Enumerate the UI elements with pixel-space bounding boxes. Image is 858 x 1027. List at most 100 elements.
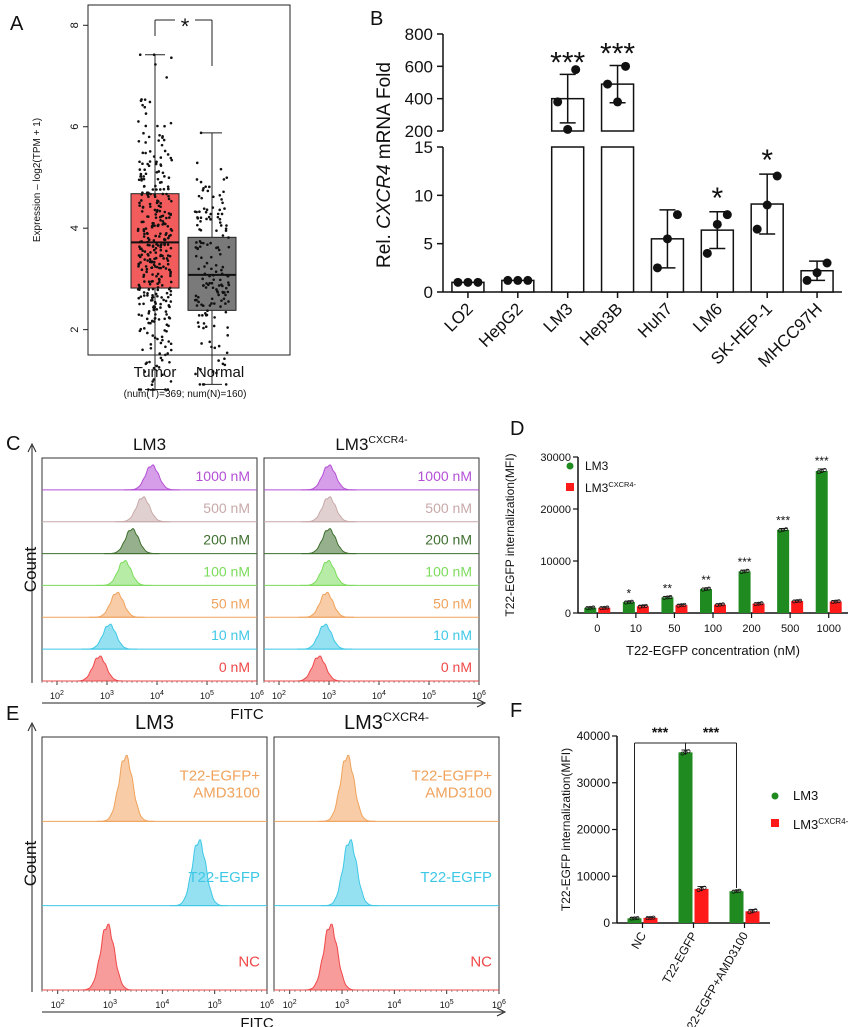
panel-f-ylabel: T22-EGFP internalization(MFI) (559, 748, 573, 911)
panel-a-ylabel: Expression – log2(TPM + 1) (32, 118, 43, 242)
panel-b-sig: * (761, 144, 773, 177)
panel-d-xlabel: 0 (594, 623, 600, 635)
panel-d-ylabel: T22-EGFP internalization(MFI) (503, 453, 517, 616)
panel-d-point (629, 599, 634, 604)
panel-b-point (822, 258, 832, 268)
panel-d-point (668, 595, 673, 599)
panel-e-plot-title-1: LM3CXCR4- (344, 710, 429, 734)
panel-d-bar (777, 529, 790, 613)
panel-d-bar (815, 471, 828, 613)
panel-f-xlabel: NC (628, 929, 649, 951)
panel-e-xtick-label: 102 (283, 999, 297, 1010)
panel-c-track-label: 0 nM (441, 659, 472, 675)
panel-d-legend-marker-lm3 (566, 462, 574, 470)
panel-f-ytick-label: 30000 (577, 776, 611, 790)
panel-b-point (513, 275, 523, 285)
panel-b-xlabel: Huh7 (634, 299, 676, 341)
panel-label-a: A (10, 13, 24, 35)
panel-d-bar (829, 601, 842, 613)
panel-b-point (672, 210, 682, 220)
panel-c-xtick-label: 102 (272, 690, 286, 701)
panel-b-point (621, 61, 631, 71)
panel-c-track-label: 500 nM (203, 500, 250, 516)
panel-c-plot-frame-1 (263, 457, 480, 682)
panel-d-xlabel: 500 (781, 623, 799, 635)
panel-c-histogram (301, 528, 357, 555)
panel-a-ytick-label: 4 (69, 225, 81, 231)
panel-e-xtick-label: 104 (155, 999, 169, 1010)
panel-c-track-label: 50 nM (433, 595, 472, 611)
panel-e-xtick-label: 106 (492, 999, 506, 1010)
panel-d-sig: ** (701, 573, 711, 587)
panel-c-track-label: 10 nM (211, 627, 250, 643)
panel-b-point (702, 248, 712, 258)
panel-f-sig: *** (703, 724, 720, 740)
panel-f-ytick-label: 20000 (577, 823, 611, 837)
panel-a-ytick-label: 8 (69, 22, 81, 28)
panel-d-bar (752, 603, 765, 613)
panel-c-xtick-label: 106 (250, 690, 264, 701)
panel-b-bar-hep3b-lower (600, 146, 635, 293)
panel-a-sig-star: * (181, 14, 190, 39)
panel-label-d: D (510, 418, 524, 440)
panel-a-frame (87, 4, 291, 356)
panel-f-bar (745, 911, 760, 923)
panel-e-xtick-label: 103 (103, 999, 117, 1010)
panel-b-point (662, 234, 672, 244)
panel-d-point (745, 568, 750, 573)
panel-e-ylabel: Count (21, 841, 40, 887)
panel-a-points-normal (193, 131, 231, 386)
panel-b-point (712, 219, 722, 229)
panel-d-xlabel: 10 (630, 623, 642, 635)
panel-c-histogram (301, 464, 357, 491)
panel-c-histogram (96, 560, 153, 586)
panel-e-histogram (96, 755, 155, 822)
panel-b-ytick-label: 10 (414, 186, 433, 205)
panel-e-xtick-label: 102 (51, 999, 65, 1010)
panel-c-histogram (71, 655, 128, 682)
panel-c-x-arrowhead (476, 698, 487, 708)
panel-c-histogram (298, 591, 355, 618)
panel-e-xtick-label: 104 (387, 999, 401, 1010)
panel-d-point (822, 468, 827, 472)
panel-d-sig: * (627, 586, 632, 600)
panel-e-track-label: NC (238, 953, 260, 970)
panel-c-xtick-label: 105 (422, 690, 436, 701)
panel-b-point (652, 263, 662, 273)
panel-d-ytick-label: 0 (565, 608, 571, 620)
panel-d-bar (738, 571, 751, 613)
panel-a-xlabel-normal: Normal (196, 364, 244, 381)
panel-c-track-label: 10 nM (433, 627, 472, 643)
panel-c-histogram (124, 464, 180, 491)
panel-c-histogram (89, 591, 145, 618)
panel-d-xlabel: 200 (742, 623, 760, 635)
panel-f-xlabel: T22-EGFP (659, 930, 700, 987)
panel-b-point (613, 97, 623, 107)
panel-f-bar (643, 917, 658, 923)
panel-c-track-label: 200 nM (203, 532, 250, 548)
panel-d-xlabel: 50 (668, 623, 680, 635)
panel-c-plot-title-1: LM3CXCR4- (335, 434, 408, 454)
panel-d-point (784, 527, 789, 532)
panel-b-ytick-label: 400 (405, 90, 433, 109)
panel-e-x-arrowhead (496, 1007, 507, 1017)
panel-b-ytick-label: 15 (414, 138, 433, 157)
panel-e-histogram (317, 755, 377, 822)
panel-c-histogram (301, 496, 357, 523)
panel-b-ytick-label: 5 (424, 235, 433, 254)
panel-a-ytick-label: 2 (69, 327, 81, 333)
panel-d-bar (700, 589, 712, 613)
panel-c-track-label: 0 nM (219, 659, 250, 675)
panel-d-xlabel: 100 (704, 623, 722, 635)
panel-c-histogram (291, 655, 347, 682)
panel-a-footnote: (num(T)=369; num(N)=160) (124, 389, 247, 400)
panel-c-xtick-label: 104 (372, 690, 386, 701)
panel-c-xlabel: FITC (230, 706, 263, 723)
panel-e-plot-frame-0 (41, 736, 268, 991)
panel-f-sig: *** (652, 724, 669, 740)
panel-e-xlabel: FITC (240, 1015, 273, 1027)
panel-f-point (686, 749, 691, 754)
panel-f-ytick-label: 40000 (577, 729, 611, 743)
panel-b-sig: *** (600, 38, 635, 71)
panel-d-legend-ko: LM3CXCR4- (585, 480, 637, 495)
